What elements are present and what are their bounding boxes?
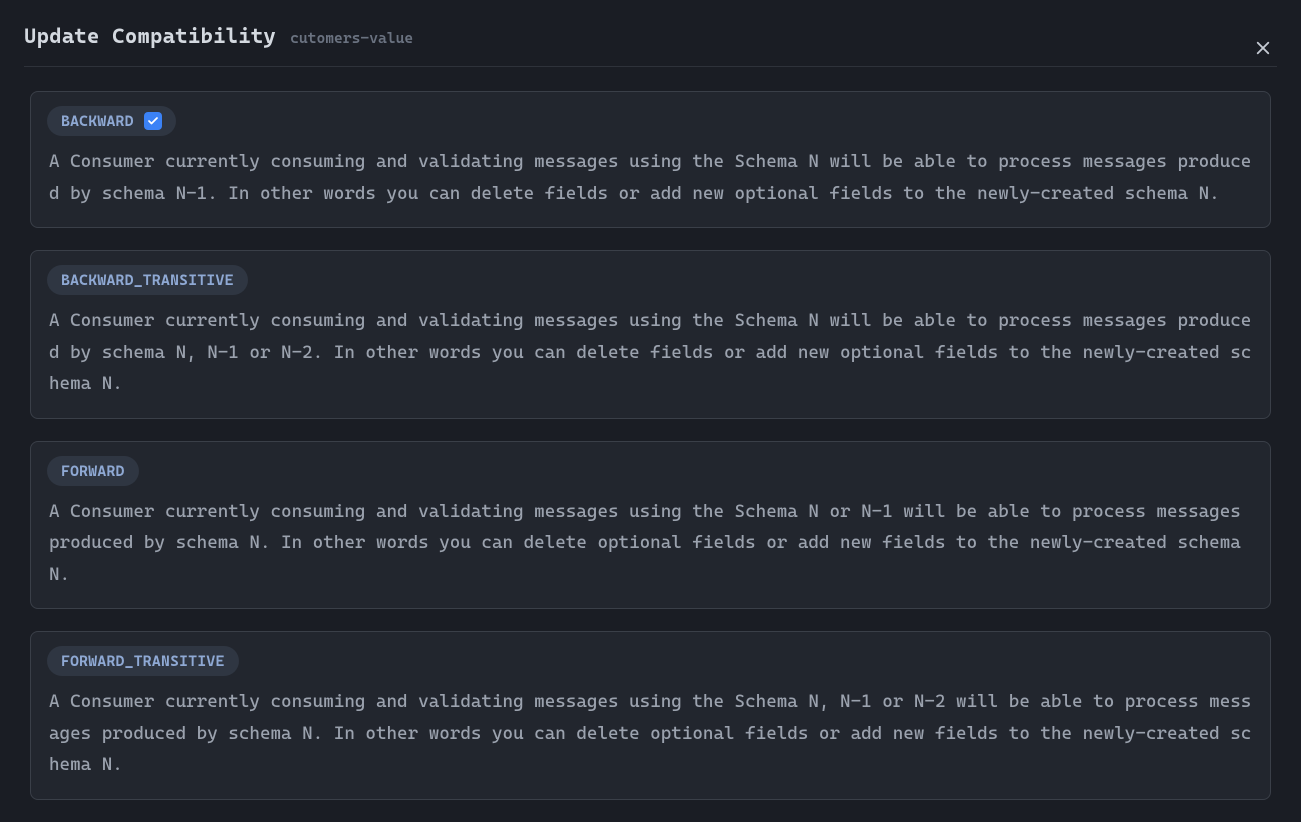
modal-header: Update Compatibility cutomers-value: [24, 24, 1277, 67]
option-backward[interactable]: BACKWARD A Consumer currently consuming …: [30, 91, 1271, 228]
selected-check-badge: [144, 112, 162, 130]
option-pill: BACKWARD_TRANSITIVE: [47, 265, 248, 295]
close-button[interactable]: [1251, 36, 1275, 60]
option-description: A Consumer currently consuming and valid…: [47, 305, 1254, 400]
option-description: A Consumer currently consuming and valid…: [47, 146, 1254, 209]
option-label: BACKWARD: [61, 112, 134, 130]
option-backward-transitive[interactable]: BACKWARD_TRANSITIVE A Consumer currently…: [30, 250, 1271, 419]
compatibility-options-list: BACKWARD A Consumer currently consuming …: [24, 91, 1277, 822]
option-pill: BACKWARD: [47, 106, 176, 136]
option-label: BACKWARD_TRANSITIVE: [61, 271, 234, 289]
option-forward-transitive[interactable]: FORWARD_TRANSITIVE A Consumer currently …: [30, 631, 1271, 800]
option-forward[interactable]: FORWARD A Consumer currently consuming a…: [30, 441, 1271, 610]
option-pill: FORWARD: [47, 456, 139, 486]
update-compatibility-modal: Update Compatibility cutomers-value BACK…: [0, 0, 1301, 822]
option-label: FORWARD_TRANSITIVE: [61, 652, 225, 670]
option-label: FORWARD: [61, 462, 125, 480]
modal-subtitle: cutomers-value: [290, 29, 413, 47]
check-icon: [147, 115, 159, 127]
option-description: A Consumer currently consuming and valid…: [47, 496, 1254, 591]
modal-title: Update Compatibility: [24, 24, 276, 48]
close-icon: [1254, 39, 1272, 57]
option-description: A Consumer currently consuming and valid…: [47, 686, 1254, 781]
option-pill: FORWARD_TRANSITIVE: [47, 646, 239, 676]
